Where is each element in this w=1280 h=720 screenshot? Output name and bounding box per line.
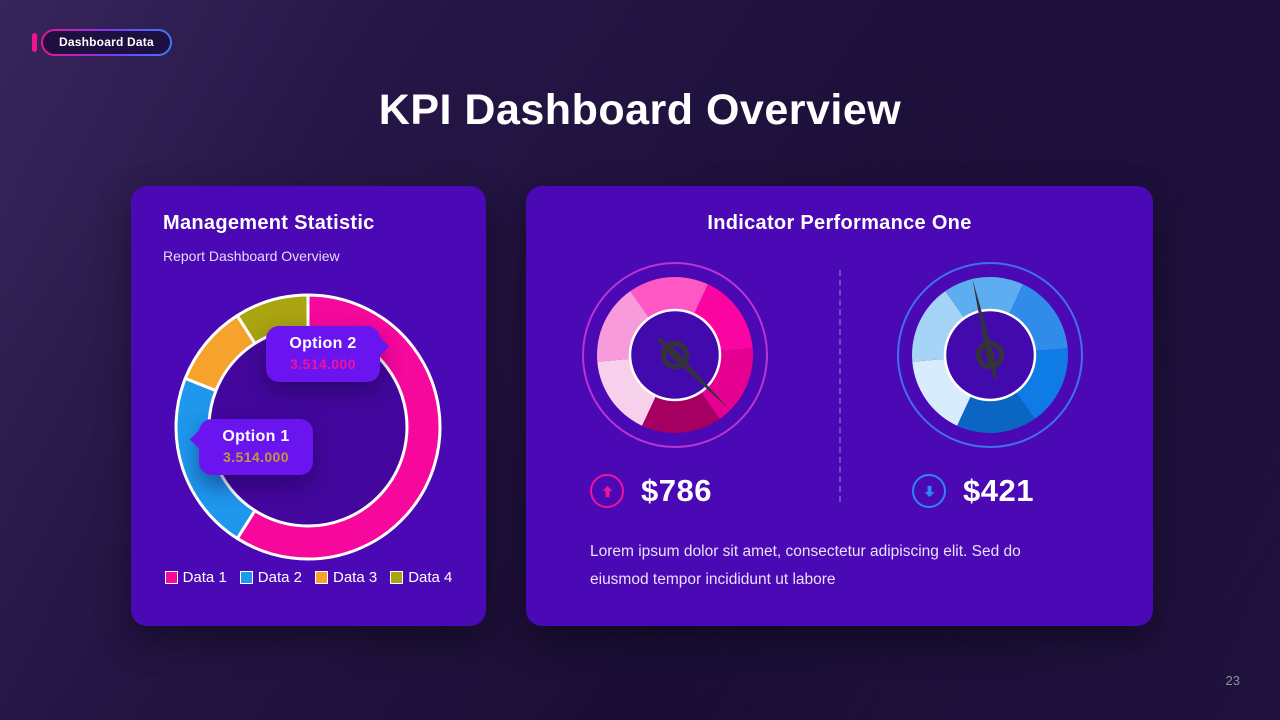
right-card-title: Indicator Performance One [707,212,972,234]
gauge-pink-svg [582,262,768,448]
legend-swatch-data-1 [164,571,178,584]
tooltip-option-2-value: 3.514.000 [290,356,356,372]
legend-label: Data 3 [333,569,378,586]
arrow-up-icon [590,474,624,508]
metric-down-value: $421 [963,473,1034,508]
arrow-down-icon [912,474,946,508]
page-number: 23 [1225,673,1240,688]
legend-label: Data 1 [182,569,227,586]
legend-item-data-4: Data 4 [390,569,452,586]
indicator-performance-card: Indicator Performance One $786 $421 Lore… [526,186,1153,626]
legend-label: Data 4 [408,569,453,586]
badge-accent-tick [32,33,37,52]
metric-down: $421 [912,473,1034,509]
tooltip-option-1-label: Option 1 [222,428,290,445]
left-card-title: Management Statistic [163,212,375,234]
tooltip-option-1: Option 1 3.514.000 [199,419,313,475]
chart-legend: Data 1 Data 2 Data 3 Data 4 [131,569,486,586]
legend-item-data-2: Data 2 [239,569,302,586]
metric-up-value: $786 [641,473,712,508]
badge: Dashboard Data [32,29,172,56]
tooltip-option-2: Option 2 3.514.000 [266,326,380,382]
tooltip-option-1-value: 3.514.000 [223,449,289,465]
badge-label: Dashboard Data [43,31,170,54]
left-card-subtitle: Report Dashboard Overview [163,248,340,264]
badge-pill: Dashboard Data [41,29,172,56]
vertical-dashed-divider [839,270,841,502]
legend-swatch-data-3 [315,571,328,584]
legend-item-data-1: Data 1 [164,569,227,586]
legend-swatch-data-4 [390,571,404,584]
gauge-blue-svg [897,262,1083,448]
legend-label: Data 2 [257,569,302,586]
gauge-blue [890,255,1090,455]
legend-item-data-3: Data 3 [315,569,377,586]
management-statistic-card: Management Statistic Report Dashboard Ov… [131,186,486,626]
tooltip-option-2-label: Option 2 [289,335,357,352]
legend-swatch-data-2 [239,571,253,584]
metric-up: $786 [590,473,712,509]
donut-chart: Option 2 3.514.000 Option 1 3.514.000 [168,287,448,567]
page-title: KPI Dashboard Overview [378,86,902,134]
description-text: Lorem ipsum dolor sit amet, consectetur … [590,543,1021,588]
gauge-pink [575,255,775,455]
